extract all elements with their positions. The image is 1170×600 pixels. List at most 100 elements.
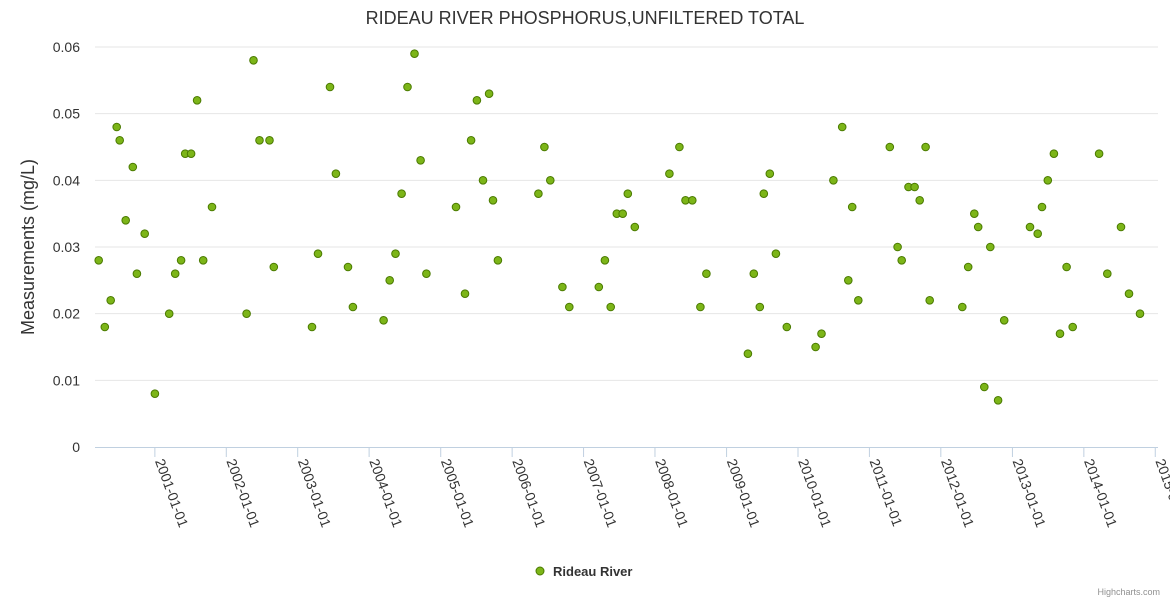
data-point[interactable] [771,249,781,258]
data-point[interactable] [534,189,543,198]
data-point[interactable] [1025,222,1035,232]
data-point[interactable] [100,322,110,332]
data-point[interactable] [829,176,838,185]
data-point[interactable] [1043,176,1053,185]
data-point[interactable] [854,296,863,305]
data-point[interactable] [140,229,149,238]
data-point[interactable] [410,49,419,59]
data-point[interactable] [782,322,792,332]
data-point[interactable] [675,142,684,152]
data-point[interactable] [121,216,130,225]
data-point[interactable] [112,122,121,132]
data-point[interactable] [379,316,388,325]
data-point[interactable] [307,322,317,332]
data-point[interactable] [993,396,1003,405]
data-point[interactable] [630,222,640,232]
data-point[interactable] [385,276,395,285]
data-point[interactable] [688,196,697,205]
data-point[interactable] [1116,222,1126,232]
data-point[interactable] [493,256,503,265]
data-point[interactable] [893,242,902,252]
data-point[interactable] [847,202,857,212]
data-point[interactable] [749,269,759,279]
data-point[interactable] [269,262,279,272]
series-rideau-river[interactable] [94,49,1145,405]
data-point[interactable] [198,256,208,265]
data-point[interactable] [1037,202,1047,212]
data-point[interactable] [910,182,919,192]
data-point[interactable] [106,296,115,305]
data-point[interactable] [94,256,103,265]
data-point[interactable] [1135,309,1145,319]
data-point[interactable] [1103,269,1112,279]
data-point[interactable] [460,289,470,299]
data-point[interactable] [759,189,769,198]
data-point[interactable] [546,176,555,185]
data-point[interactable] [484,89,494,98]
data-point[interactable] [765,169,775,178]
data-point[interactable] [164,309,174,319]
credits-link[interactable]: Highcharts.com [1097,587,1160,597]
data-point[interactable] [207,202,217,212]
data-point[interactable] [466,136,476,145]
data-point[interactable] [1055,329,1065,339]
data-point[interactable] [348,302,358,312]
data-point[interactable] [970,209,979,218]
data-point[interactable] [1033,229,1042,238]
data-point[interactable] [422,269,431,279]
data-point[interactable] [600,256,610,265]
data-point[interactable] [811,342,820,352]
legend-item-rideau-river[interactable]: Rideau River [553,564,632,579]
data-point[interactable] [249,56,258,65]
data-point[interactable] [192,96,202,105]
data-point[interactable] [837,122,847,132]
data-point[interactable] [255,136,264,145]
data-point[interactable] [755,302,765,312]
data-point[interactable] [1124,289,1134,299]
data-point[interactable] [623,189,633,198]
data-point[interactable] [897,256,907,265]
data-point[interactable] [343,262,353,272]
data-point[interactable] [1049,149,1059,158]
data-point[interactable] [397,189,406,198]
data-point[interactable] [488,196,498,205]
data-point[interactable] [594,282,604,292]
data-point[interactable] [973,222,983,232]
data-point[interactable] [986,242,995,252]
data-point[interactable] [958,302,967,312]
data-point[interactable] [915,196,925,205]
data-point[interactable] [416,156,425,165]
data-point[interactable] [313,249,323,258]
data-point[interactable] [558,282,567,292]
data-point[interactable] [132,269,142,279]
data-point[interactable] [451,202,461,212]
data-point[interactable] [325,82,335,92]
data-point[interactable] [817,329,826,339]
data-point[interactable] [606,302,616,312]
data-point[interactable] [743,349,753,359]
data-point[interactable] [618,209,628,218]
data-point[interactable] [1062,262,1071,272]
data-point[interactable] [963,262,973,272]
legend[interactable]: Rideau River [535,564,632,579]
data-point[interactable] [186,149,196,158]
data-point[interactable] [115,136,124,145]
data-point[interactable] [331,169,341,178]
data-point[interactable] [921,142,930,152]
data-point[interactable] [391,249,400,258]
data-point[interactable] [980,382,989,392]
data-point[interactable] [696,302,705,312]
data-point[interactable] [478,176,488,185]
data-point[interactable] [265,136,274,145]
data-point[interactable] [472,96,482,105]
data-point[interactable] [999,316,1009,325]
data-point[interactable] [702,269,711,279]
data-point[interactable] [242,309,251,319]
data-point[interactable] [176,256,186,265]
data-point[interactable] [925,296,935,305]
data-point[interactable] [403,82,412,92]
data-point[interactable] [170,269,180,279]
data-point[interactable] [665,169,674,178]
data-point[interactable] [1094,149,1104,158]
data-point[interactable] [1068,322,1077,332]
